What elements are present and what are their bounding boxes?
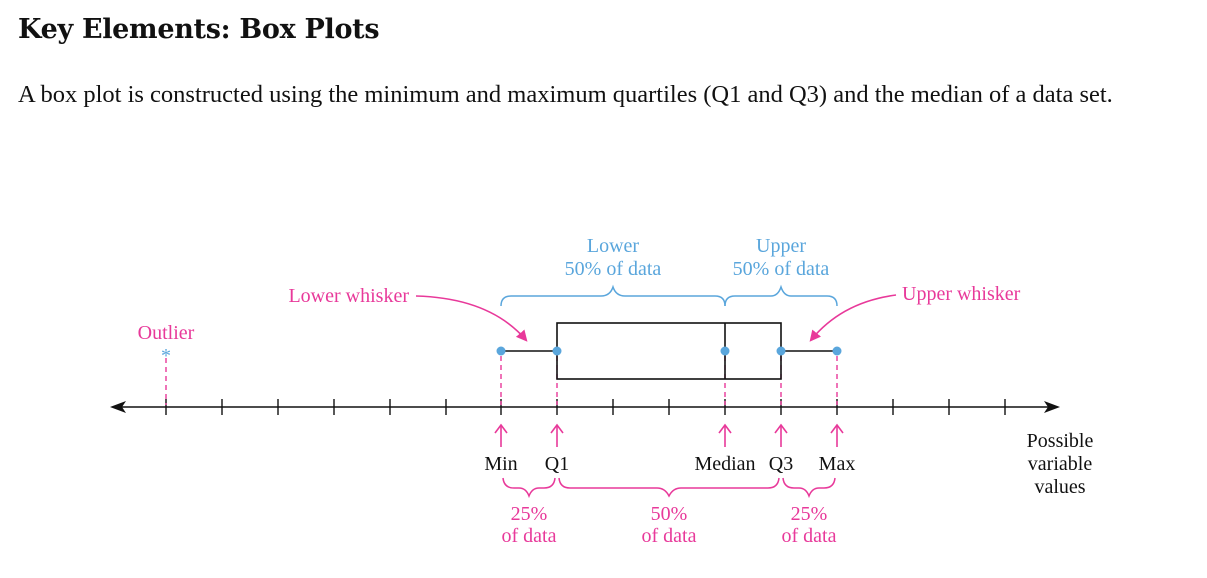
upper-whisker-label: Upper whisker <box>902 283 1021 305</box>
description-text: A box plot is constructed using the mini… <box>18 81 1113 108</box>
axis-ticks <box>165 399 1006 415</box>
lower-whisker-arrow <box>415 295 528 342</box>
upper-whisker-arrow <box>809 294 897 342</box>
box <box>556 322 782 380</box>
segment-1-line2: of data <box>502 525 557 547</box>
axis-title-line1: Possible <box>1027 430 1094 452</box>
page-title: Key Elements: Box Plots <box>18 14 380 45</box>
segment-2-line1: 50% <box>651 503 688 525</box>
segment-1-line1: 25% <box>511 503 548 525</box>
number-line <box>110 399 1060 415</box>
left-arrow-icon <box>110 401 126 413</box>
lower-half-label-line2: 50% of data <box>565 258 662 280</box>
guide-lines <box>165 356 838 405</box>
median-point <box>720 346 730 356</box>
upper-half-label-line1: Upper <box>756 235 806 257</box>
max-point <box>832 346 842 356</box>
max-label: Max <box>819 453 856 475</box>
box-plot <box>496 322 842 380</box>
outlier-label: Outlier <box>138 322 195 344</box>
q3-point <box>776 346 786 356</box>
segment-2-line2: of data <box>642 525 697 547</box>
upper-half-label-line2: 50% of data <box>733 258 830 280</box>
lower-half-brace <box>500 284 726 307</box>
right-arrow-icon <box>1044 401 1060 413</box>
axis-title-line3: values <box>1034 476 1085 498</box>
upper-braces <box>500 284 838 307</box>
segment-3-line1: 25% <box>791 503 828 525</box>
outlier-point: * <box>161 345 171 367</box>
min-point <box>496 346 506 356</box>
q1-label: Q1 <box>545 453 569 475</box>
lower-quarter-brace <box>502 477 556 499</box>
axis-title-line2: variable <box>1028 453 1093 475</box>
middle-half-brace <box>558 477 780 498</box>
lower-whisker-label: Lower whisker <box>288 285 409 307</box>
segment-3-line2: of data <box>782 525 837 547</box>
upper-half-brace <box>724 284 838 307</box>
upper-quarter-brace <box>782 477 836 499</box>
lower-braces <box>502 477 836 499</box>
q1-point <box>552 346 562 356</box>
median-label: Median <box>694 453 755 475</box>
lower-half-label-line1: Lower <box>587 235 640 257</box>
axis-pointer-arrows <box>494 423 844 447</box>
q3-label: Q3 <box>769 453 793 475</box>
min-label: Min <box>484 453 517 475</box>
